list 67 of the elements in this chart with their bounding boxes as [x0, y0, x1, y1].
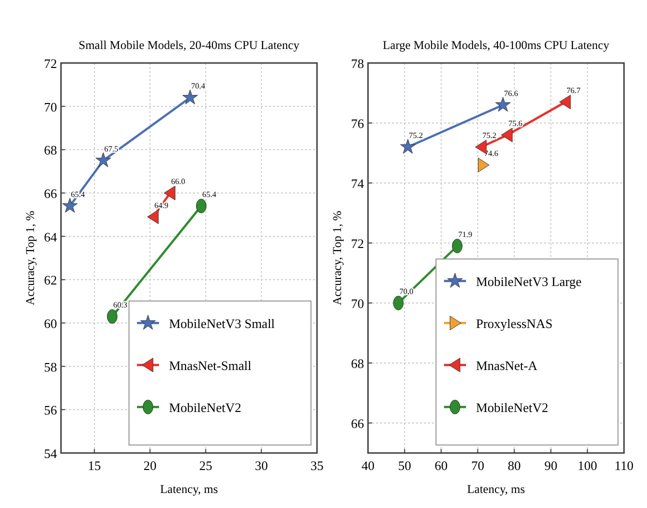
y-tick-label: 54 — [44, 446, 58, 461]
data-label: 76.7 — [566, 86, 580, 95]
point — [475, 140, 487, 154]
x-tick-label: 90 — [544, 458, 558, 473]
data-label: 75.6 — [508, 119, 522, 128]
point — [96, 152, 112, 168]
point — [196, 198, 206, 214]
point — [501, 128, 513, 142]
y-tick-label: 70 — [351, 296, 364, 311]
data-label: 74.6 — [484, 149, 498, 158]
point — [106, 309, 118, 324]
legend-label: MnasNet-A — [476, 358, 538, 373]
y-tick-label: 56 — [44, 402, 58, 418]
point — [559, 94, 571, 110]
x-tick-label: 70 — [471, 458, 484, 473]
data-label: 66.0 — [171, 177, 186, 186]
y-tick-label: 72 — [44, 56, 57, 71]
point — [62, 198, 78, 213]
y-tick-label: 70 — [44, 99, 57, 114]
point — [400, 138, 416, 154]
y-tick-label: 74 — [351, 176, 364, 191]
y-tick-label: 64 — [44, 229, 58, 244]
legend-label: MobileNetV3 Large — [476, 274, 582, 289]
y-tick-label: 58 — [44, 359, 57, 374]
data-label: 70.4 — [191, 82, 206, 91]
x-tick-label: 80 — [508, 458, 521, 473]
legend-label: MobileNetV2 — [169, 400, 242, 415]
legend-label: MobileNetV2 — [476, 400, 548, 415]
chart-title: Large Mobile Models, 40-100ms CPU Latency — [382, 38, 610, 52]
y-axis-title: Accuracy, Top 1, % — [23, 210, 37, 306]
x-tick-label: 110 — [614, 458, 634, 473]
y-axis-title: Accuracy, Top 1, % — [330, 210, 344, 306]
point — [393, 296, 404, 310]
data-label: 75.2 — [408, 131, 423, 140]
point — [495, 96, 511, 112]
y-tick-label: 72 — [351, 236, 364, 251]
data-label: 75.2 — [482, 131, 496, 140]
y-tick-label: 68 — [351, 356, 364, 371]
x-axis-title: Latency, ms — [467, 482, 526, 496]
x-tick-label: 35 — [310, 458, 324, 473]
legend-label: MobileNetV3 Small — [169, 316, 276, 331]
point — [452, 238, 462, 254]
legend-label: MnasNet-Small — [169, 358, 252, 373]
x-axis-title: Latency, ms — [160, 482, 218, 496]
point — [478, 158, 490, 172]
legend-label: ProxylessNAS — [476, 316, 553, 331]
data-label: 67.5 — [104, 144, 118, 154]
y-tick-label: 76 — [351, 116, 364, 131]
x-tick-label: 25 — [199, 458, 212, 473]
y-tick-label: 62 — [44, 272, 57, 288]
data-label: 71.9 — [458, 230, 472, 239]
x-tick-label: 40 — [362, 458, 374, 473]
y-tick-label: 68 — [44, 142, 57, 158]
x-tick-label: 30 — [254, 458, 268, 473]
y-tick-label: 66 — [351, 416, 364, 431]
x-tick-label: 60 — [434, 458, 448, 473]
x-tick-label: 15 — [88, 458, 101, 473]
y-tick-label: 78 — [351, 56, 364, 71]
data-label: 65.4 — [202, 190, 216, 199]
point — [182, 90, 198, 104]
x-tick-label: 50 — [398, 458, 412, 473]
data-label: 76.6 — [504, 89, 518, 98]
chart-title: Small Mobile Models, 20-40ms CPU Latency — [78, 38, 300, 52]
y-tick-label: 60 — [44, 316, 57, 331]
x-tick-label: 100 — [578, 458, 598, 473]
y-tick-label: 66 — [44, 186, 58, 201]
x-tick-label: 20 — [144, 458, 157, 473]
